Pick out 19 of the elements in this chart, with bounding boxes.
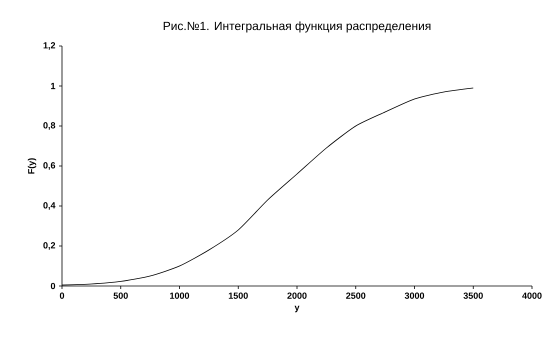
- x-tick-label: 2000: [287, 292, 307, 299]
- y-tick-label: 0,4: [43, 202, 56, 210]
- x-tick-label: 500: [114, 292, 128, 299]
- x-tick-label: 0: [60, 292, 64, 299]
- y-tick-label: 0,6: [43, 162, 56, 170]
- chart-title: Рис.№1. Интегральная функция распределения: [164, 21, 430, 33]
- y-tick-label: 0,2: [43, 242, 56, 250]
- x-tick-label: 2500: [346, 292, 366, 299]
- x-tick-label: 1000: [170, 292, 190, 299]
- y-tick-label: 0: [50, 282, 56, 290]
- x-axis-title: y: [294, 306, 300, 312]
- x-tick-label: 3000: [404, 292, 424, 299]
- x-tick-label: 1500: [228, 292, 248, 299]
- y-tick-label: 0,8: [43, 122, 56, 130]
- y-tick-label: 1: [51, 82, 56, 90]
- y-tick-label: 1,2: [44, 42, 56, 50]
- x-tick-label: 4000: [522, 292, 542, 299]
- y-axis-title: F(y): [28, 158, 36, 174]
- x-tick-label: 3500: [463, 292, 483, 299]
